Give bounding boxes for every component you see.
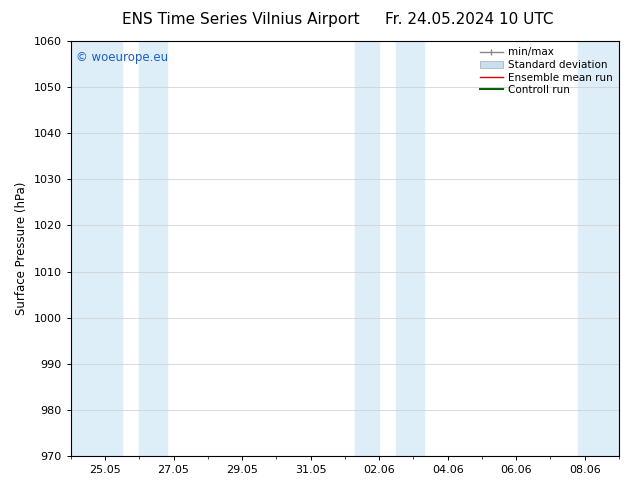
Bar — [578, 41, 619, 456]
Bar — [139, 41, 167, 456]
Legend: min/max, Standard deviation, Ensemble mean run, Controll run: min/max, Standard deviation, Ensemble me… — [476, 43, 617, 99]
Bar — [396, 41, 424, 456]
Bar — [355, 41, 379, 456]
Y-axis label: Surface Pressure (hPa): Surface Pressure (hPa) — [15, 182, 28, 315]
Text: Fr. 24.05.2024 10 UTC: Fr. 24.05.2024 10 UTC — [385, 12, 553, 27]
Bar — [71, 41, 122, 456]
Text: © woeurope.eu: © woeurope.eu — [76, 51, 168, 64]
Text: ENS Time Series Vilnius Airport: ENS Time Series Vilnius Airport — [122, 12, 359, 27]
